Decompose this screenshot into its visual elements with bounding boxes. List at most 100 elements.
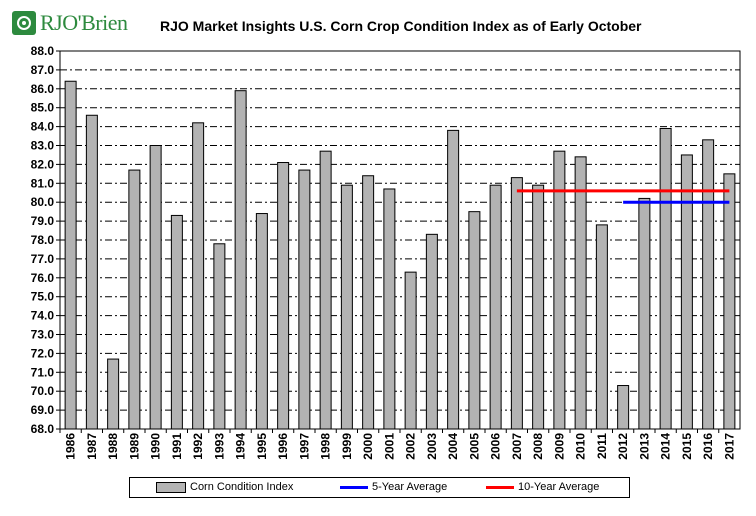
x-tick-label: 1995 <box>255 433 269 460</box>
bar-2001 <box>383 188 396 430</box>
x-tick-label: 1986 <box>64 433 78 460</box>
bar-2002 <box>404 271 417 430</box>
legend-item-10-year-average: 10-Year Average <box>486 481 599 493</box>
bar-2010 <box>574 156 587 430</box>
bar-2014 <box>659 127 672 430</box>
x-tick-label: 1996 <box>276 433 290 460</box>
x-tick-label: 1987 <box>85 433 99 460</box>
legend-swatch-bar <box>156 481 186 493</box>
y-tick-label: 84.0 <box>31 120 55 134</box>
y-tick-label: 76.0 <box>31 271 55 285</box>
bar-1990 <box>149 145 162 430</box>
x-tick-label: 1989 <box>127 433 141 460</box>
bar-chart: 68.0 69.0 70.0 71.0 72.0 73.0 74.0 75.0 76.0 77.0… <box>31 44 741 460</box>
x-tick-label: 2012 <box>616 433 630 460</box>
x-tick-label: 1994 <box>234 433 248 460</box>
x-tick-label: 2009 <box>552 433 566 460</box>
x-tick-label: 2010 <box>574 433 588 460</box>
x-tick-label: 1988 <box>106 433 120 460</box>
x-tick-label: 2000 <box>361 433 375 460</box>
x-tick-label: 2014 <box>659 433 673 460</box>
y-tick-label: 87.0 <box>31 63 55 77</box>
y-tick-label: 82.0 <box>31 157 55 171</box>
bar-2015 <box>680 154 693 430</box>
y-tick-label: 71.0 <box>31 365 55 379</box>
x-tick-label: 2001 <box>382 433 396 460</box>
bar-1996 <box>277 162 290 430</box>
x-tick-label: 1998 <box>319 433 333 460</box>
bar-1998 <box>319 150 332 430</box>
rjo-logo-icon <box>12 11 36 35</box>
x-tick-label: 2017 <box>722 433 736 460</box>
y-tick-label: 68.0 <box>31 422 55 436</box>
bar-1986 <box>64 80 77 430</box>
x-tick-label: 2016 <box>701 433 715 460</box>
x-tick-label: 1997 <box>297 433 311 460</box>
rjo-brien-logo: RJO'Brien <box>12 8 128 38</box>
bar-2005 <box>468 211 481 430</box>
x-tick-label: 1991 <box>170 433 184 460</box>
bar-2009 <box>553 150 566 430</box>
legend-item-5-year-average: 5-Year Average <box>340 481 447 493</box>
bar-1994 <box>234 90 247 430</box>
y-tick-label: 70.0 <box>31 384 55 398</box>
x-axis-ticks: 1986 1987 1988 1989 1990 1991 1992 1993 1994 1995… <box>59 429 736 460</box>
x-tick-label: 2011 <box>595 433 609 459</box>
bar-1995 <box>255 213 268 430</box>
legend-item-corn-condition-index: Corn Condition Index <box>156 481 293 493</box>
y-tick-label: 74.0 <box>31 309 55 323</box>
bar-2007 <box>510 177 523 430</box>
x-tick-label: 2013 <box>637 433 651 460</box>
y-tick-label: 80.0 <box>31 195 55 209</box>
x-tick-label: 1999 <box>340 433 354 460</box>
bar-2008 <box>532 184 545 430</box>
bar-1989 <box>128 169 141 430</box>
bar-2012 <box>617 385 630 430</box>
legend-label: 5-Year Average <box>372 481 448 493</box>
bar-2003 <box>425 233 438 430</box>
bar-1992 <box>192 122 205 430</box>
y-tick-label: 83.0 <box>31 139 55 153</box>
bar-2013 <box>638 197 651 430</box>
bar-2006 <box>489 184 502 430</box>
x-tick-label: 2015 <box>680 433 694 460</box>
y-tick-label: 78.0 <box>31 233 55 247</box>
y-tick-label: 77.0 <box>31 252 55 266</box>
legend-label: Corn Condition Index <box>190 481 294 493</box>
y-tick-label: 85.0 <box>31 101 55 115</box>
y-tick-label: 69.0 <box>31 403 55 417</box>
bar-1997 <box>298 169 311 430</box>
x-tick-label: 1993 <box>212 433 226 460</box>
y-tick-label: 86.0 <box>31 82 55 96</box>
bar-2000 <box>362 175 375 430</box>
bar-1993 <box>213 243 226 430</box>
y-tick-label: 72.0 <box>31 346 55 360</box>
y-tick-label: 81.0 <box>31 176 55 190</box>
y-tick-label: 79.0 <box>31 214 55 228</box>
gridlines <box>60 69 740 411</box>
y-axis-ticks: 68.0 69.0 70.0 71.0 72.0 73.0 74.0 75.0 76.0 77.0… <box>31 44 60 436</box>
x-tick-label: 2003 <box>425 433 439 460</box>
bars <box>64 80 736 430</box>
legend-label: 10-Year Average <box>518 481 600 493</box>
x-tick-label: 2008 <box>531 433 545 460</box>
bar-1988 <box>107 358 120 430</box>
legend: Corn Condition Index 5-Year Average 10-Y… <box>129 477 630 498</box>
x-tick-label: 1990 <box>149 433 163 460</box>
x-tick-label: 2006 <box>489 433 503 460</box>
bar-2017 <box>723 173 736 430</box>
chart-title: RJO Market Insights U.S. Corn Crop Condi… <box>160 18 642 34</box>
bar-1991 <box>170 214 183 430</box>
bar-2016 <box>702 139 715 430</box>
average-lines <box>516 189 730 204</box>
x-tick-label: 2004 <box>446 433 460 460</box>
bar-1999 <box>340 184 353 430</box>
y-tick-label: 75.0 <box>31 290 55 304</box>
bar-1987 <box>85 114 98 430</box>
x-tick-label: 2007 <box>510 433 524 460</box>
legend-swatch-line <box>486 485 514 489</box>
bar-2011 <box>595 224 608 430</box>
y-tick-label: 88.0 <box>31 44 55 58</box>
y-tick-label: 73.0 <box>31 328 55 342</box>
logo-text: RJO'Brien <box>40 10 128 35</box>
